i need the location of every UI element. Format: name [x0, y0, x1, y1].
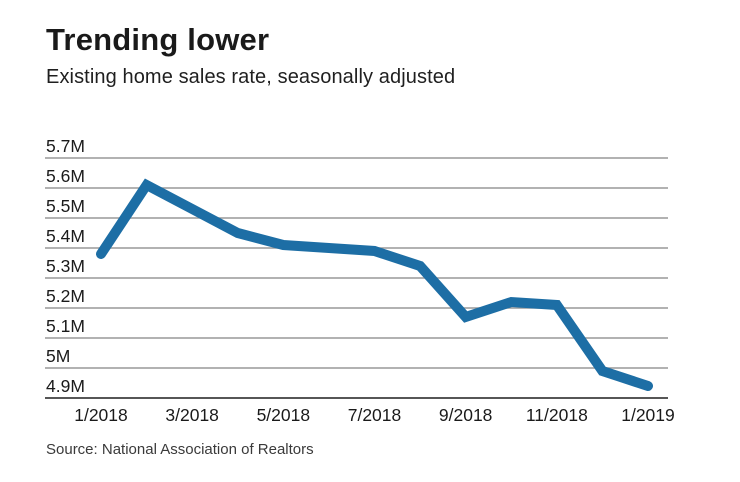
chart-title: Trending lower [46, 22, 270, 57]
x-axis-tick: 1/2019 [621, 405, 675, 425]
y-axis-tick: 4.9M [46, 376, 85, 396]
x-axis-tick: 9/2018 [439, 405, 493, 425]
chart-subtitle: Existing home sales rate, seasonally adj… [46, 66, 456, 88]
y-axis-tick: 5.5M [46, 196, 85, 216]
y-axis-tick: 5.2M [46, 286, 85, 306]
x-axis-tick: 3/2018 [165, 405, 219, 425]
source-note: Source: National Association of Realtors [46, 441, 314, 458]
y-axis-tick: 5.7M [46, 136, 85, 156]
y-axis-tick: 5.1M [46, 316, 85, 336]
x-axis-tick: 5/2018 [257, 405, 311, 425]
y-axis-tick: 5.3M [46, 256, 85, 276]
y-axis-tick: 5.4M [46, 226, 85, 246]
x-axis-tick: 11/2018 [526, 405, 588, 425]
y-axis-tick: 5M [46, 346, 70, 366]
x-axis-tick: 7/2018 [348, 405, 402, 425]
y-axis-tick: 5.6M [46, 166, 85, 186]
x-axis-tick: 1/2018 [74, 405, 128, 425]
sales-trend-line [96, 178, 653, 391]
